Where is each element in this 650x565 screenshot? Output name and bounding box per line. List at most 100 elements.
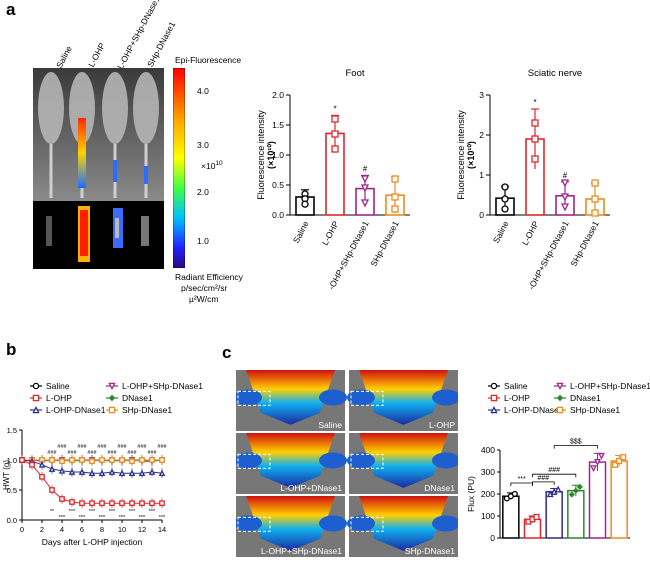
ld-image-label: Saline — [318, 420, 342, 430]
hwt-legend-label: DNase1 — [122, 393, 153, 403]
flux-legend-label: Saline — [504, 381, 528, 391]
flux-point — [576, 483, 583, 490]
hwt-ytick-label: 1.5 — [7, 426, 17, 435]
sciatic-xtick-label: SHp-DNase1 — [568, 219, 600, 268]
sciatic-point — [591, 195, 599, 203]
hwt-legend-marker — [32, 382, 40, 390]
foot-xtick-label: SHp-DNase1 — [368, 219, 400, 268]
hwt-xtick-label: 14 — [158, 525, 166, 534]
ld-image-body — [359, 496, 448, 551]
hwt-point — [88, 469, 96, 477]
sciatic-xtick-label: Saline — [491, 219, 511, 245]
hwt-annotation-top: ### — [47, 450, 57, 456]
sciatic-ylabel-unit: (×10¹⁰) — [466, 141, 476, 169]
hwt-point — [59, 458, 65, 465]
hwt-xtick-label: 8 — [100, 525, 104, 534]
flux-point — [616, 457, 623, 465]
hwt-point — [48, 465, 56, 472]
hwt-annotation-bottom: *** — [129, 509, 136, 515]
flux-point — [568, 491, 575, 498]
hwt-legend-label: Saline — [46, 381, 70, 391]
hwt-point — [78, 468, 86, 475]
flux-significance-bracket — [510, 482, 533, 486]
sciatic-point — [501, 183, 509, 191]
hwt-line-chart: 0.0 0.5 1.0 1.5 0 2 4 6 8 10 12 14 Days after L-OHP … — [2, 426, 168, 547]
flux-legend-marker — [490, 382, 498, 390]
sciatic-point — [501, 205, 509, 213]
hwt-point — [99, 500, 105, 507]
flux-point — [511, 490, 518, 497]
hwt-annotation-bottom: *** — [59, 515, 66, 521]
hwt-point — [49, 457, 55, 463]
hwt-annotation-bottom: ** — [50, 509, 55, 515]
hwt-annotation-top: ### — [107, 450, 117, 456]
flux-bar — [567, 489, 585, 539]
panel-a-letter: a — [6, 0, 16, 19]
hwt-point — [38, 461, 46, 468]
ld-image-label: L-OHP+SHp-DNase1 — [261, 546, 342, 556]
colorbar-unit-3: µ²W/cm — [189, 294, 219, 304]
sciatic-point — [531, 119, 539, 127]
colorbar — [173, 68, 185, 268]
flux-ytick-label: 200 — [481, 489, 495, 499]
hwt-point — [148, 468, 156, 475]
foot-point — [301, 200, 309, 208]
foot-point — [360, 199, 370, 208]
panel-c-legend: Saline L-OHP+SHp-DNase1 L-OHP DNase1 L-OHP-D… — [486, 380, 650, 420]
flux-point — [554, 485, 562, 493]
flux-legend-label: L-OHP+SHp-DNase1 — [570, 381, 650, 391]
flux-legend-marker — [556, 394, 564, 402]
hwt-point — [79, 457, 85, 463]
colorbar-title: Epi-Fluorescence — [175, 55, 242, 65]
sciatic-point — [560, 203, 570, 212]
ld-image-left-paw — [234, 452, 262, 469]
foot-ytick-label: 0.5 — [272, 180, 284, 190]
sciatic-annotation: * — [533, 98, 536, 107]
flux-ytick-label: 300 — [481, 467, 495, 477]
hwt-annotation-top: ### — [147, 450, 157, 456]
hwt-annotation-top: ### — [87, 450, 97, 456]
foot-ytick-label: 1.5 — [272, 120, 284, 130]
colorbar-tick-3: 3.0 — [197, 140, 209, 150]
flux-legend-marker — [556, 382, 564, 391]
hwt-point — [129, 458, 135, 465]
hwt-point — [119, 457, 125, 463]
hwt-legend-label: L-OHP — [46, 393, 72, 403]
flux-bar — [588, 461, 607, 539]
hwt-point — [68, 468, 76, 475]
flux-ytick-label: 0 — [490, 533, 495, 543]
flux-legend-label: L-OHP-DNase1 — [504, 405, 564, 415]
hwt-annotation-top: ### — [57, 444, 67, 450]
hwt-annotation-bottom: *** — [109, 509, 116, 515]
flux-significance-label: *** — [518, 476, 526, 483]
hwt-point — [128, 469, 136, 477]
hwt-legend-label: SHp-DNase1 — [122, 405, 172, 415]
sciatic-ylabel: Fluorescence intensity — [456, 110, 466, 200]
ld-roi-box — [350, 516, 384, 532]
flux-bar — [502, 495, 520, 539]
panel-b-legend: Saline L-OHP+SHp-DNase1 L-OHP DNase1 L-OHP-D… — [28, 380, 238, 420]
hwt-annotation-top: ### — [67, 450, 77, 456]
hwt-point — [69, 499, 75, 505]
flux-point — [594, 459, 601, 466]
foot-xtick-label: Saline — [291, 219, 311, 245]
flux-legend-marker — [490, 405, 498, 414]
colorbar-unit-1: Radiant Efficiency — [175, 272, 243, 282]
hwt-point — [138, 469, 146, 477]
ld-image-body — [359, 370, 448, 425]
sciatic-point — [560, 179, 570, 188]
hwt-annotation-top: ### — [157, 444, 167, 450]
hwt-point — [149, 457, 155, 463]
hwt-ytick-label: 0.5 — [7, 486, 17, 495]
hwt-legend-label: L-OHP+SHp-DNase1 — [122, 381, 203, 391]
ld-image-right-paw — [432, 515, 460, 532]
flux-significance-bracket — [532, 473, 577, 478]
hwt-point — [139, 457, 145, 463]
hwt-legend-marker — [108, 394, 116, 402]
hwt-point — [119, 500, 125, 507]
flux-significance-label: ### — [548, 467, 560, 474]
hwt-annotation-bottom: *** — [139, 515, 146, 521]
flux-significance-label: $$$ — [570, 439, 582, 446]
ld-image-left-paw — [347, 515, 375, 532]
flux-legend-label: L-OHP — [504, 393, 530, 403]
